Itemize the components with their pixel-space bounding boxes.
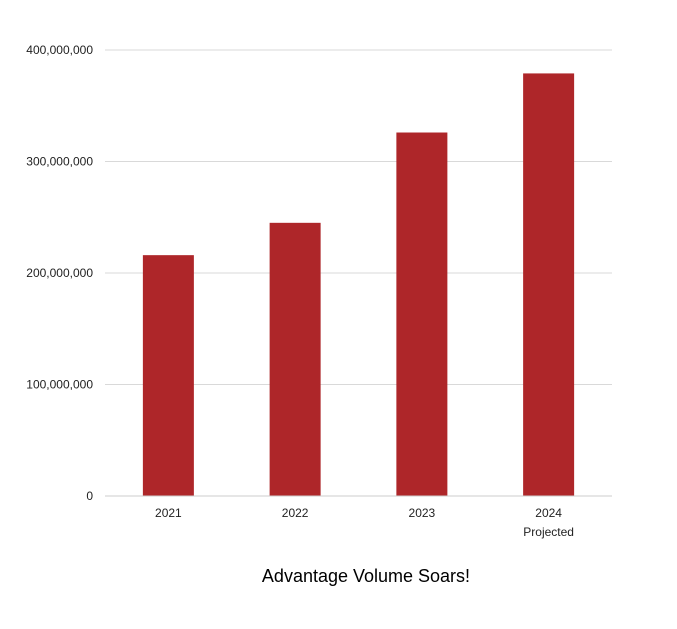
- y-tick-label: 400,000,000: [26, 43, 93, 57]
- y-tick-label: 100,000,000: [26, 378, 93, 392]
- bar: [142, 255, 194, 496]
- x-tick-label: 2023: [409, 506, 436, 520]
- bar: [269, 222, 321, 496]
- bar: [523, 73, 575, 496]
- y-tick-label: 0: [86, 489, 93, 503]
- y-tick-label: 300,000,000: [26, 155, 93, 169]
- y-tick-label: 200,000,000: [26, 266, 93, 280]
- x-tick-label: Projected: [523, 525, 574, 539]
- chart-title: Advantage Volume Soars!: [262, 566, 470, 586]
- x-tick-label: 2021: [155, 506, 182, 520]
- x-tick-label: 2022: [282, 506, 309, 520]
- x-axis: 2021 2022 2023 2024 Projected: [105, 495, 612, 539]
- bar: [396, 132, 448, 496]
- y-axis: 0 100,000,000 200,000,000 300,000,000 400,00…: [26, 43, 93, 503]
- x-tick-label: 2024: [535, 506, 562, 520]
- bars: [142, 73, 575, 496]
